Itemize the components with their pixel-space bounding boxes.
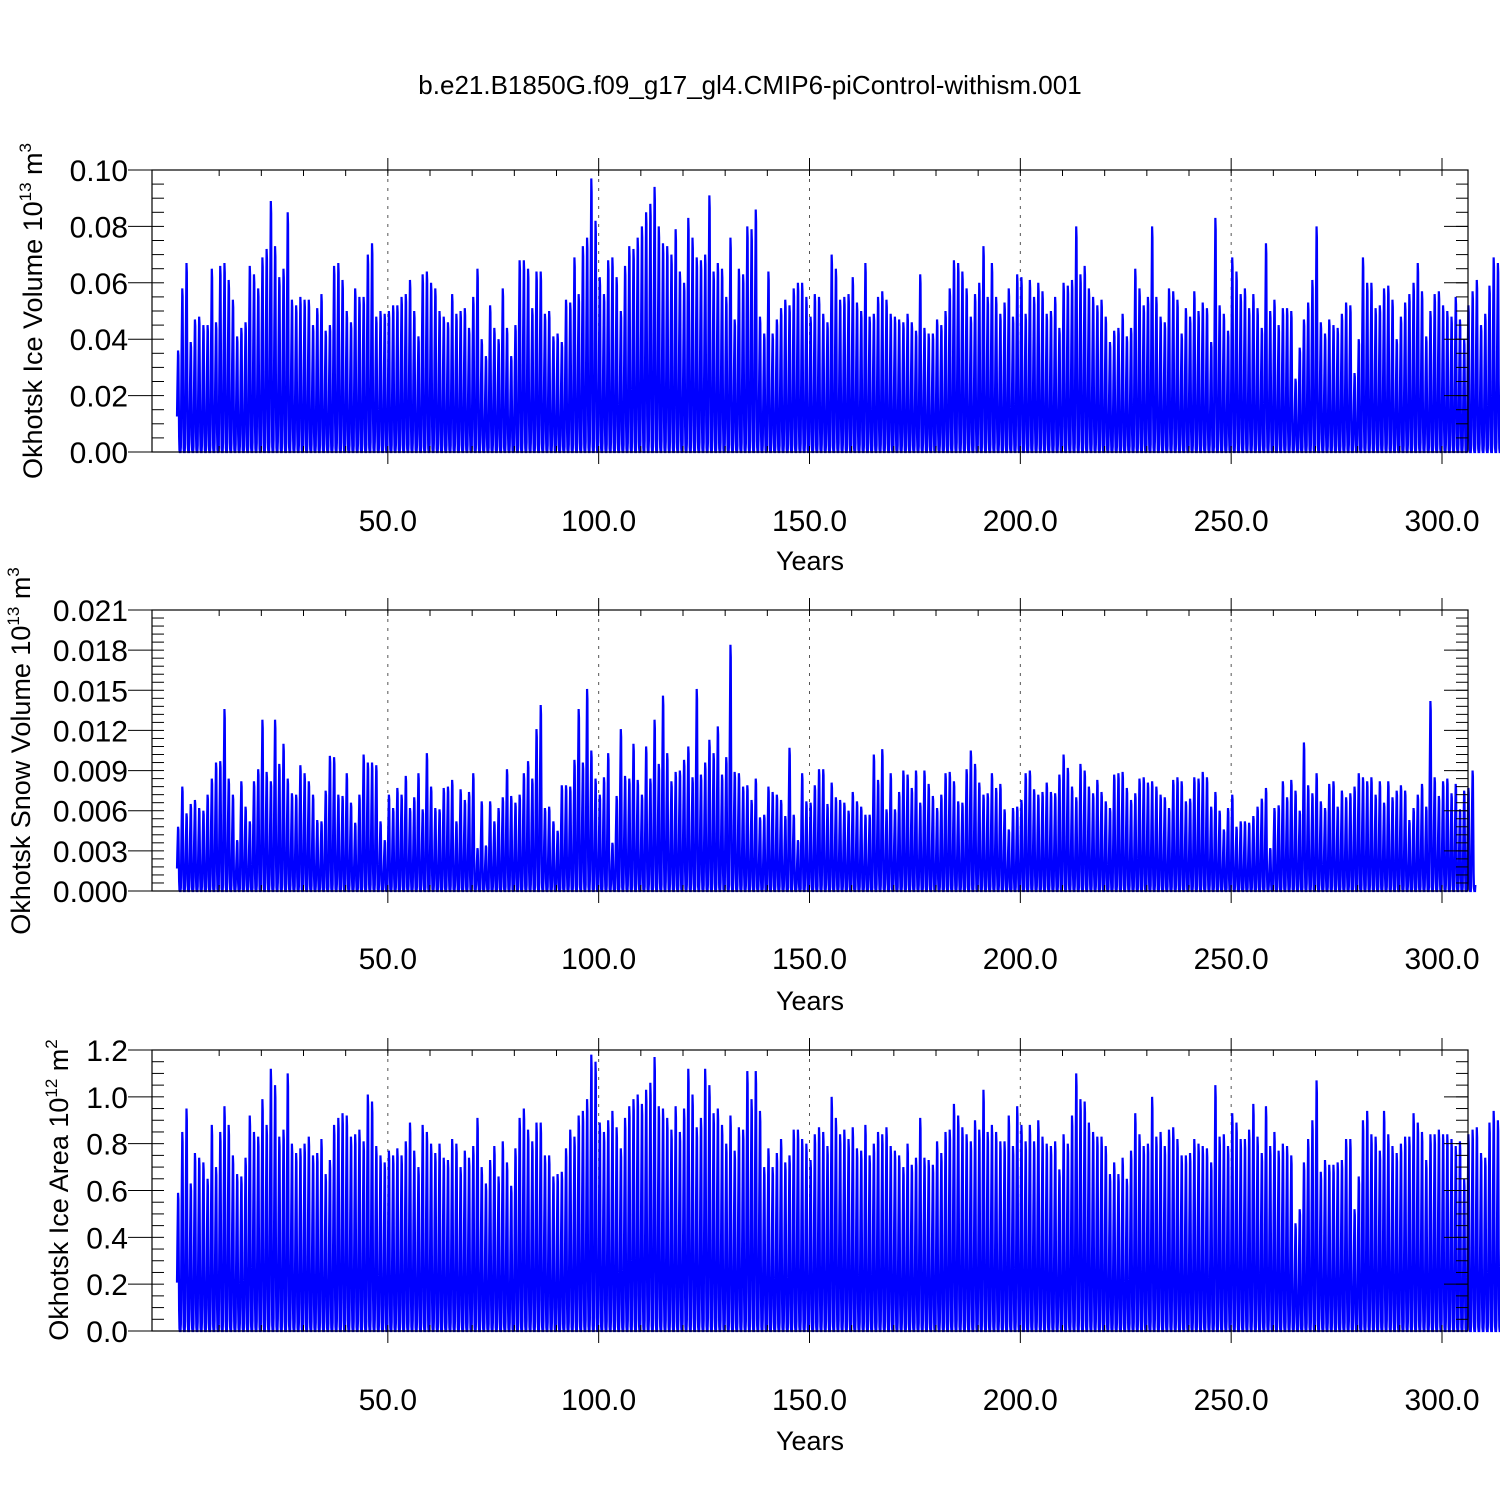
data-series xyxy=(175,178,1500,454)
data-series xyxy=(175,644,1477,893)
x-tick-label: 300.0 xyxy=(1404,1384,1479,1417)
y-tick-label: 0.10 xyxy=(70,155,128,188)
y-tick-label: 0.012 xyxy=(53,715,128,748)
ticks xyxy=(128,158,1468,464)
y-axis-label: Okhotsk Snow Volume 1013 m3 xyxy=(4,567,36,935)
series-line xyxy=(175,644,1477,893)
data-series xyxy=(175,1054,1500,1333)
x-tick-label: 50.0 xyxy=(359,1384,417,1417)
panel-ice-volume: 0.00 0.02 0.04 0.06 0.08 0.10 50.0 100.0 150.0 2… xyxy=(16,143,1500,576)
x-tick-labels: 50.0 100.0 150.0 200.0 250.0 300.0 xyxy=(359,943,1480,976)
x-tick-label: 300.0 xyxy=(1404,943,1479,976)
x-tick-label: 150.0 xyxy=(772,943,847,976)
x-tick-label: 200.0 xyxy=(983,1384,1058,1417)
figure-title: b.e21.B1850G.f09_g17_gl4.CMIP6-piControl… xyxy=(418,70,1081,100)
x-tick-label: 300.0 xyxy=(1404,505,1479,538)
y-tick-label: 0.6 xyxy=(86,1176,128,1209)
x-tick-label: 200.0 xyxy=(983,505,1058,538)
x-tick-label: 50.0 xyxy=(359,943,417,976)
y-tick-label: 0.8 xyxy=(86,1129,128,1162)
x-tick-label: 250.0 xyxy=(1194,943,1269,976)
x-tick-labels: 50.0 100.0 150.0 200.0 250.0 300.0 xyxy=(359,505,1480,538)
y-tick-label: 0.009 xyxy=(53,756,128,789)
y-tick-label: 0.08 xyxy=(70,211,128,244)
y-tick-label: 0.4 xyxy=(86,1222,128,1255)
x-tick-label: 100.0 xyxy=(561,943,636,976)
y-tick-labels: 0.0 0.2 0.4 0.6 0.8 1.0 1.2 xyxy=(86,1035,128,1349)
x-axis-label: Years xyxy=(776,546,844,576)
y-tick-label: 0.015 xyxy=(53,675,128,708)
x-tick-label: 100.0 xyxy=(561,1384,636,1417)
ticks xyxy=(128,1038,1468,1343)
x-axis-label: Years xyxy=(776,1426,844,1456)
y-tick-label: 0.006 xyxy=(53,796,128,829)
y-tick-label: 0.2 xyxy=(86,1269,128,1302)
series-line xyxy=(175,178,1500,454)
panel-snow-volume: 0.000 0.003 0.006 0.009 0.012 0.015 0.018 0.021… xyxy=(4,567,1480,1016)
x-tick-label: 150.0 xyxy=(772,505,847,538)
y-tick-label: 1.2 xyxy=(86,1035,128,1068)
x-tick-label: 250.0 xyxy=(1194,1384,1269,1417)
y-tick-label: 0.003 xyxy=(53,836,128,869)
y-tick-label: 0.018 xyxy=(53,635,128,668)
y-tick-label: 0.000 xyxy=(53,876,128,909)
y-tick-label: 0.021 xyxy=(53,595,128,628)
panel-ice-area: 0.0 0.2 0.4 0.6 0.8 1.0 1.2 50.0 100.0 150.0 200.… xyxy=(42,1035,1500,1456)
y-tick-label: 0.04 xyxy=(70,324,128,357)
series-line xyxy=(175,1054,1500,1333)
y-tick-label: 0.0 xyxy=(86,1316,128,1349)
x-axis-label: Years xyxy=(776,986,844,1016)
y-tick-label: 0.02 xyxy=(70,381,128,414)
x-tick-label: 150.0 xyxy=(772,1384,847,1417)
y-axis-label: Okhotsk Ice Volume 1013 m3 xyxy=(16,143,48,479)
x-tick-label: 100.0 xyxy=(561,505,636,538)
x-tick-label: 200.0 xyxy=(983,943,1058,976)
y-tick-labels: 0.000 0.003 0.006 0.009 0.012 0.015 0.018 0.021 xyxy=(53,595,128,909)
y-tick-label: 0.06 xyxy=(70,268,128,301)
x-tick-label: 50.0 xyxy=(359,505,417,538)
y-tick-label: 0.00 xyxy=(70,437,128,470)
y-tick-labels: 0.00 0.02 0.04 0.06 0.08 0.10 xyxy=(70,155,128,470)
ticks xyxy=(128,598,1468,903)
x-tick-labels: 50.0 100.0 150.0 200.0 250.0 300.0 xyxy=(359,1384,1480,1417)
y-axis-label: Okhotsk Ice Area 1012 m2 xyxy=(42,1039,74,1341)
y-tick-label: 1.0 xyxy=(86,1082,128,1115)
x-tick-label: 250.0 xyxy=(1194,505,1269,538)
